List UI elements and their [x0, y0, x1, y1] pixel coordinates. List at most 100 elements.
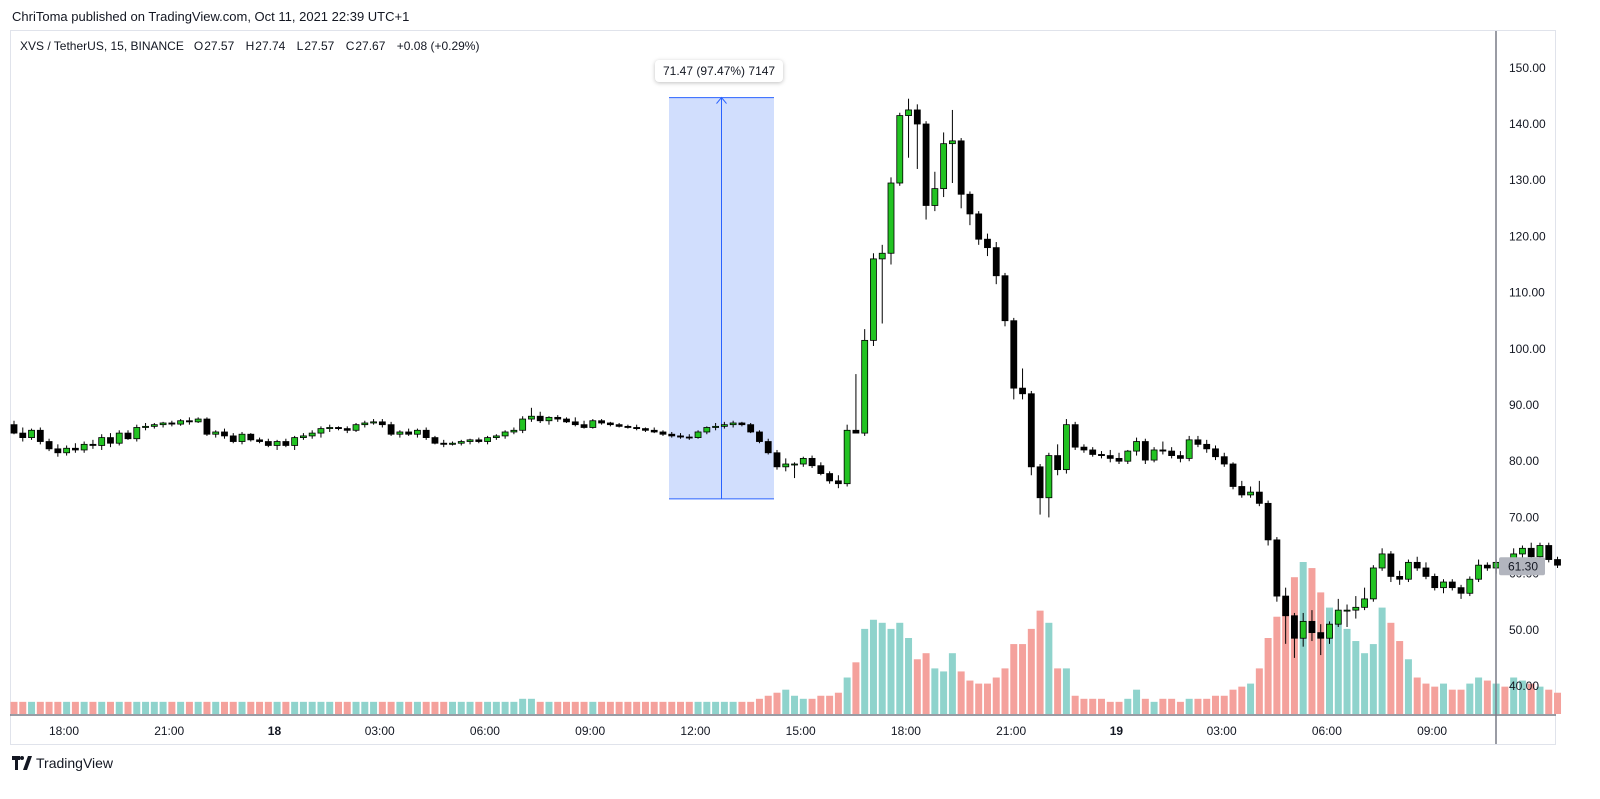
candle-down [1089, 449, 1097, 455]
volume-bar [1501, 686, 1509, 714]
candle-up [1133, 441, 1140, 452]
candle-down [756, 431, 763, 442]
candle-up [159, 422, 167, 426]
time-tick-label: 06:00 [1312, 724, 1342, 738]
candle-down [1115, 457, 1123, 462]
candle-down [54, 448, 62, 454]
volume-bar [729, 701, 737, 714]
candle-up [1063, 424, 1070, 471]
legend-low: 27.57 [304, 39, 335, 53]
volume-bar [1168, 698, 1176, 714]
volume-bar [352, 701, 360, 714]
candle-down [1106, 455, 1114, 459]
candle-down [343, 428, 351, 431]
volume-bar [19, 701, 27, 714]
volume-bar [1308, 568, 1316, 714]
volume-bar [966, 680, 974, 714]
volume-bar [238, 701, 246, 714]
candle-up [1326, 623, 1333, 639]
volume-bar [957, 671, 965, 714]
volume-bar [1518, 680, 1526, 714]
candle-down [817, 465, 825, 474]
candle-up [326, 427, 334, 430]
candle-up [712, 425, 719, 428]
volume-bar [738, 701, 746, 714]
volume-bar [1527, 683, 1535, 714]
candle-down [1212, 448, 1219, 458]
volume-bar [54, 701, 62, 714]
candle-up [212, 431, 220, 435]
candle-up [1519, 547, 1526, 555]
candle-down [1317, 632, 1325, 639]
time-tick-label: 18 [268, 724, 282, 738]
volume-bar [466, 701, 474, 714]
candle-down [1554, 559, 1561, 566]
measure-arrow-head [716, 96, 727, 104]
candle-up [80, 443, 88, 451]
candle-up [589, 420, 597, 428]
footer-brand[interactable]: TradingView [12, 755, 113, 771]
candle-up [501, 431, 509, 437]
price-tick-label: 140.00 [1509, 117, 1546, 131]
volume-bar [1220, 695, 1228, 714]
volume-bar [1536, 686, 1544, 714]
volume-bar [159, 701, 167, 714]
volume-bar [1273, 616, 1281, 714]
volume-bar [212, 701, 220, 714]
candle-up [361, 422, 369, 426]
volume-bar [1036, 610, 1044, 714]
volume-bar [1150, 701, 1158, 714]
candle-up [1405, 561, 1412, 580]
volume-bar [405, 701, 413, 714]
volume-bar [799, 698, 807, 714]
candle-down [45, 441, 53, 450]
candle-up [177, 420, 185, 425]
candle-down [642, 428, 649, 431]
candle-up [1124, 450, 1132, 462]
volume-bar [203, 701, 211, 714]
volume-bar [1159, 698, 1167, 714]
volume-bar [580, 701, 588, 714]
candle-up [1440, 581, 1447, 589]
price-axis[interactable]: 40.0050.0060.0070.0080.0090.00100.00110.… [1495, 31, 1546, 744]
volume-bar [98, 701, 106, 714]
volume-bar [1062, 668, 1070, 714]
candle-down [1264, 502, 1272, 541]
volume-bar [1194, 698, 1202, 714]
candle-up [273, 441, 281, 446]
candle-up [870, 258, 877, 341]
candle-up [843, 429, 851, 485]
volume-bar [755, 698, 763, 714]
volume-bar [142, 701, 150, 714]
candle-up [1475, 564, 1482, 580]
time-axis[interactable]: 18:00 21:00 18 03:00 06:00 09:00 12:00 15:00 18:… [10, 714, 1556, 738]
time-tick-label: 21:00 [996, 724, 1026, 738]
candle-up [1352, 606, 1360, 611]
volume-bar [1019, 644, 1027, 714]
price-tick-label: 90.00 [1509, 398, 1539, 412]
volume-bar [1115, 701, 1123, 714]
volume-bar [869, 619, 877, 714]
volume-bar [1054, 668, 1062, 714]
candle-up [291, 437, 299, 446]
candle-down [677, 435, 684, 438]
price-tick-label: 100.00 [1509, 342, 1546, 356]
candle-down [1431, 576, 1439, 589]
volume-bar [1510, 677, 1518, 714]
volume-bar [28, 701, 36, 714]
candle-down [282, 441, 290, 446]
volume-bar [940, 671, 948, 714]
volume-bar [1203, 698, 1211, 714]
legend-open: 27.57 [204, 39, 235, 53]
candle-up [484, 437, 491, 442]
candle-up [115, 432, 123, 444]
volume-bar [992, 677, 1000, 714]
candle-up [528, 415, 535, 420]
volume-bar [782, 689, 790, 714]
candle-down [826, 473, 834, 482]
candle-down [1413, 561, 1421, 569]
volume-bar [1282, 598, 1290, 714]
volume-bar [1185, 698, 1193, 714]
candle-down [738, 422, 746, 426]
